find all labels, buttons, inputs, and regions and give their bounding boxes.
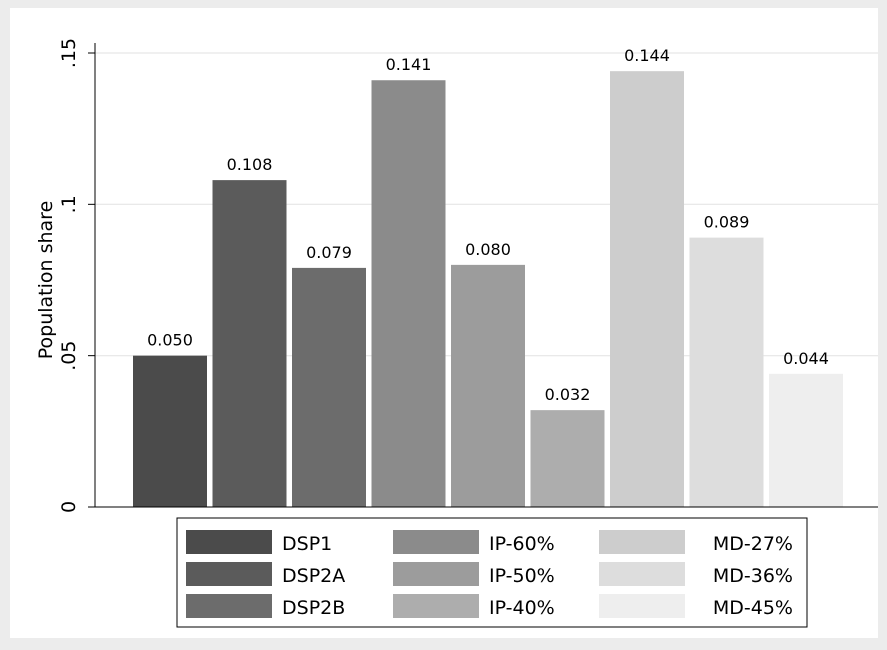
y-tick-label: .05: [58, 341, 80, 371]
bar: [292, 267, 366, 507]
legend-swatch: [186, 594, 272, 618]
bar: [610, 71, 684, 507]
legend-swatch: [393, 562, 479, 586]
bar: [371, 80, 446, 508]
data-label: 0.044: [783, 349, 829, 368]
legend-swatch: [599, 594, 685, 618]
legend-label: DSP2A: [282, 565, 345, 587]
data-label: 0.108: [227, 155, 273, 174]
legend-swatch: [186, 530, 272, 554]
data-label: 0.080: [465, 240, 511, 259]
legend-label: IP-40%: [489, 597, 555, 619]
bars: [133, 71, 843, 508]
legend-swatch: [393, 594, 479, 618]
legend-label: MD-36%: [713, 565, 793, 587]
y-tick-label: 0: [58, 501, 80, 513]
legend-label: IP-50%: [489, 565, 555, 587]
data-label: 0.032: [545, 385, 591, 404]
bar: [769, 373, 843, 507]
legend-label: DSP2B: [282, 597, 345, 619]
legend-label: MD-45%: [713, 597, 793, 619]
legend-label: MD-27%: [713, 533, 793, 555]
bar: [689, 237, 764, 508]
data-label: 0.089: [704, 213, 750, 232]
legend: DSP1 DSP2A DSP2B IP-60% IP-50% IP-40% MD-27% MD…: [176, 517, 808, 628]
legend-swatch: [599, 562, 685, 586]
data-label: 0.144: [624, 46, 670, 65]
data-label: 0.050: [147, 331, 193, 350]
legend-label: IP-60%: [489, 533, 555, 555]
bar: [212, 180, 287, 507]
data-label: 0.079: [306, 243, 352, 262]
data-label: 0.141: [386, 55, 432, 74]
y-axis: 0 .05 .1 .15: [58, 38, 878, 513]
bar: [133, 355, 207, 507]
legend-label: DSP1: [282, 533, 332, 555]
legend-swatch: [393, 530, 479, 554]
data-labels: 0.050 0.108 0.079 0.141 0.080 0.032 0.144 0.089…: [147, 46, 829, 404]
y-axis-label: Population share: [35, 201, 57, 360]
y-tick-label: .1: [58, 195, 80, 213]
y-tick-label: .15: [58, 38, 80, 68]
legend-swatch: [186, 562, 272, 586]
legend-swatch: [599, 530, 685, 554]
legend-box: [176, 517, 808, 628]
bar: [451, 264, 525, 507]
bar: [530, 410, 605, 507]
